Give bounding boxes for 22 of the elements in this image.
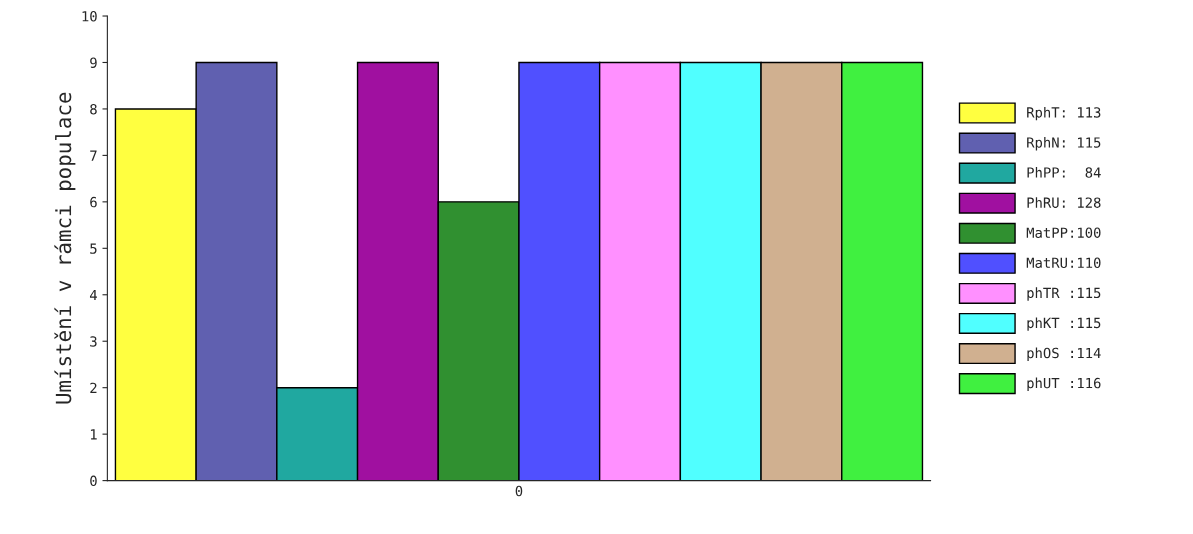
y-tick-label: 3 [90,336,97,347]
legend-label: RphN: 115 [1027,136,1101,151]
legend-label: RphT: 113 [1027,106,1101,121]
y-tick-label: 9 [90,57,97,68]
y-tick-label: 1 [90,429,97,440]
y-tick-label: 10 [82,11,97,22]
y-tick-label: 7 [90,150,97,161]
legend-label: MatRU:110 [1026,257,1101,269]
y-tick-label: 8 [90,103,97,115]
y-tick-label: 2 [90,382,97,393]
y-tick-label: 5 [90,243,97,254]
y-axis-title: Umístění v rámci populace [54,92,76,404]
legend-label: phUT :116 [1027,377,1101,391]
y-tick-label: 0 [90,475,97,487]
legend-label: phKT :115 [1027,317,1101,331]
y-tick-label: 4 [89,289,97,301]
legend-label: phOS :114 [1027,347,1101,361]
legend-label: MatPP:100 [1026,227,1101,238]
y-tick-label: 6 [90,196,97,208]
legend-label: PhRU: 128 [1027,197,1101,208]
legend-label: PhPP: 84 [1027,167,1101,178]
legend-label: phTR :115 [1027,287,1101,301]
